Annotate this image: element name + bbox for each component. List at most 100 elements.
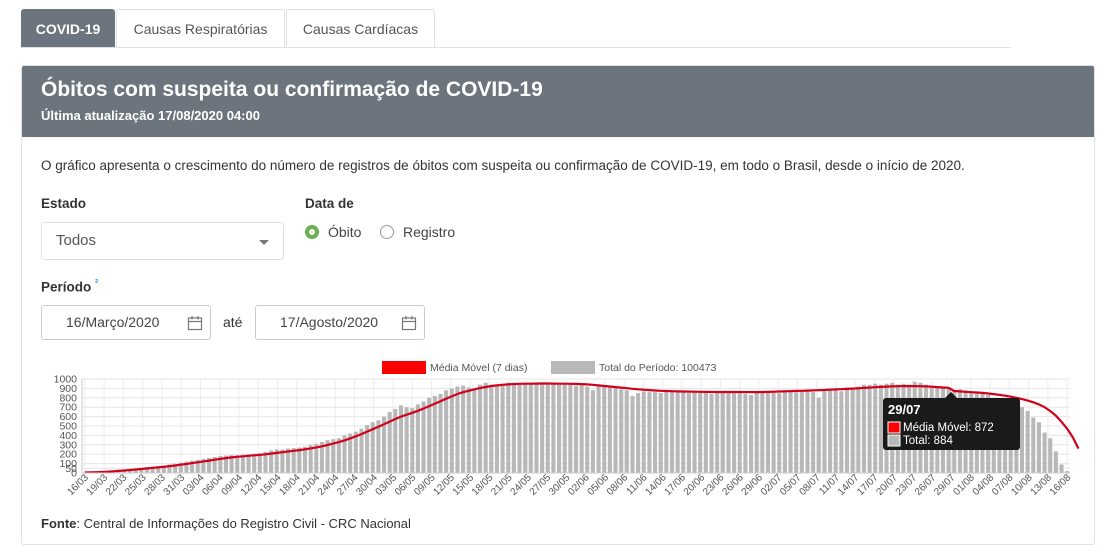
bar[interactable] <box>709 394 713 473</box>
bar[interactable] <box>681 392 685 473</box>
bar[interactable] <box>772 391 776 473</box>
bar[interactable] <box>856 387 860 473</box>
bar[interactable] <box>563 383 567 473</box>
bar[interactable] <box>642 391 646 473</box>
bar[interactable] <box>591 390 595 473</box>
bar[interactable] <box>822 391 826 473</box>
bar[interactable] <box>721 391 725 473</box>
bar[interactable] <box>800 391 804 473</box>
bar[interactable] <box>472 388 476 473</box>
bar[interactable] <box>732 393 736 473</box>
bar[interactable] <box>743 394 747 473</box>
bar[interactable] <box>834 390 838 473</box>
bar[interactable] <box>755 392 759 473</box>
bar[interactable] <box>433 396 437 473</box>
bar[interactable] <box>529 384 533 473</box>
bar[interactable] <box>1037 422 1041 473</box>
bar[interactable] <box>1031 418 1035 473</box>
bar[interactable] <box>484 383 488 473</box>
bar[interactable] <box>715 392 719 473</box>
bar[interactable] <box>868 385 872 473</box>
bar[interactable] <box>297 448 301 473</box>
bar[interactable] <box>1043 433 1047 473</box>
bar[interactable] <box>501 384 505 473</box>
bar[interactable] <box>783 390 787 473</box>
bar[interactable] <box>619 389 623 473</box>
bar[interactable] <box>636 393 640 473</box>
periodo-footnote-marker[interactable]: ² <box>95 278 98 289</box>
tab-causas-cardiacas[interactable]: Causas Cardíacas <box>286 9 435 47</box>
bar[interactable] <box>693 392 697 473</box>
bar[interactable] <box>659 393 663 473</box>
bar[interactable] <box>557 384 561 473</box>
bar[interactable] <box>789 392 793 473</box>
bar[interactable] <box>704 393 708 473</box>
bar[interactable] <box>862 385 866 473</box>
bar[interactable] <box>738 392 742 473</box>
estado-select[interactable]: Todos <box>41 222 284 260</box>
bar[interactable] <box>794 392 798 473</box>
bar[interactable] <box>438 394 442 473</box>
bar[interactable] <box>828 388 832 473</box>
start-date-input[interactable]: 16/Março/2020 <box>41 305 211 340</box>
tab-causas-respiratorias[interactable]: Causas Respiratórias <box>116 9 285 47</box>
bar[interactable] <box>1059 465 1063 473</box>
bar[interactable] <box>670 392 674 473</box>
tab-covid-19[interactable]: COVID-19 <box>21 9 115 47</box>
bar[interactable] <box>1054 451 1058 473</box>
bar[interactable] <box>512 383 516 473</box>
bar[interactable] <box>817 398 821 473</box>
bar[interactable] <box>687 393 691 473</box>
bar[interactable] <box>698 392 702 473</box>
bar[interactable] <box>252 454 256 473</box>
bar[interactable] <box>444 390 448 473</box>
bar[interactable] <box>766 391 770 473</box>
bar[interactable] <box>1020 407 1024 473</box>
bar[interactable] <box>534 383 538 473</box>
bar[interactable] <box>303 447 307 473</box>
bar[interactable] <box>873 384 877 473</box>
bar[interactable] <box>625 390 629 473</box>
bar[interactable] <box>478 385 482 473</box>
bar[interactable] <box>427 398 431 473</box>
bar[interactable] <box>551 385 555 473</box>
bar[interactable] <box>585 387 589 473</box>
bar[interactable] <box>676 392 680 473</box>
bar[interactable] <box>518 385 522 473</box>
bar[interactable] <box>506 383 510 473</box>
deaths-chart[interactable]: Média Móvel (7 dias) Total do Período: 1… <box>30 355 1090 525</box>
bar[interactable] <box>726 392 730 473</box>
bar[interactable] <box>580 385 584 473</box>
bar[interactable] <box>653 392 657 473</box>
bar[interactable] <box>839 391 843 473</box>
bar[interactable] <box>523 384 527 473</box>
bar[interactable] <box>546 384 550 473</box>
bar[interactable] <box>574 386 578 473</box>
bar[interactable] <box>568 384 572 473</box>
bar[interactable] <box>1048 438 1052 473</box>
bar[interactable] <box>845 387 849 473</box>
bar[interactable] <box>450 388 454 473</box>
bar[interactable] <box>630 396 634 473</box>
bar[interactable] <box>467 387 471 473</box>
bar[interactable] <box>851 388 855 473</box>
bar[interactable] <box>258 453 262 473</box>
bar[interactable] <box>597 386 601 473</box>
bar[interactable] <box>749 395 753 473</box>
bar[interactable] <box>495 386 499 473</box>
bar[interactable] <box>805 389 809 473</box>
bar[interactable] <box>811 392 815 473</box>
bar[interactable] <box>416 404 420 473</box>
bar[interactable] <box>461 386 465 473</box>
bar[interactable] <box>613 388 617 473</box>
bar[interactable] <box>664 391 668 473</box>
bar[interactable] <box>405 407 409 473</box>
bar[interactable] <box>455 387 459 473</box>
bar[interactable] <box>1026 411 1030 473</box>
bar[interactable] <box>647 392 651 473</box>
bar[interactable] <box>410 408 414 473</box>
bar[interactable] <box>879 385 883 473</box>
end-date-input[interactable]: 17/Agosto/2020 <box>255 305 425 340</box>
bar[interactable] <box>489 385 493 473</box>
bar[interactable] <box>608 387 612 473</box>
